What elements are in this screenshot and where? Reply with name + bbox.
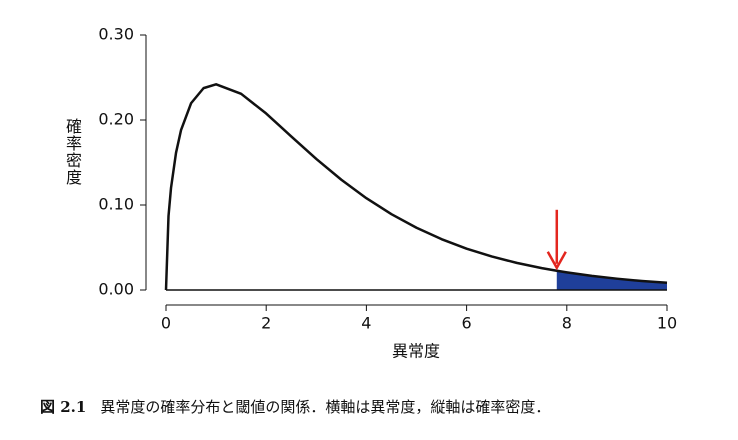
y-tick-label: 0.20 [98,110,134,129]
threshold-arrow [546,209,567,271]
caption-text: 異常度の確率分布と閾値の関係．横軸は異常度，縦軸は確率密度． [100,398,551,416]
x-tick-label: 2 [261,314,271,333]
x-tick-label: 6 [462,314,472,333]
y-tick-label: 0.30 [98,25,134,44]
x-tick-label: 0 [161,314,171,333]
x-tick-label: 10 [657,314,677,333]
x-axis-label: 異常度 [392,342,440,361]
arrow-head [546,251,567,271]
x-tick-label: 4 [361,314,371,333]
density-curve [164,83,668,291]
y-tick-label: 0.10 [98,195,134,214]
y-axis-label: 確率密度 [63,118,82,186]
x-tick-label: 8 [562,314,572,333]
figure-number: 図 2.1 [40,398,87,416]
y-tick-label: 0.00 [98,280,134,299]
caption: 図 2.1 異常度の確率分布と閾値の関係．横軸は異常度，縦軸は確率密度． [40,396,550,417]
